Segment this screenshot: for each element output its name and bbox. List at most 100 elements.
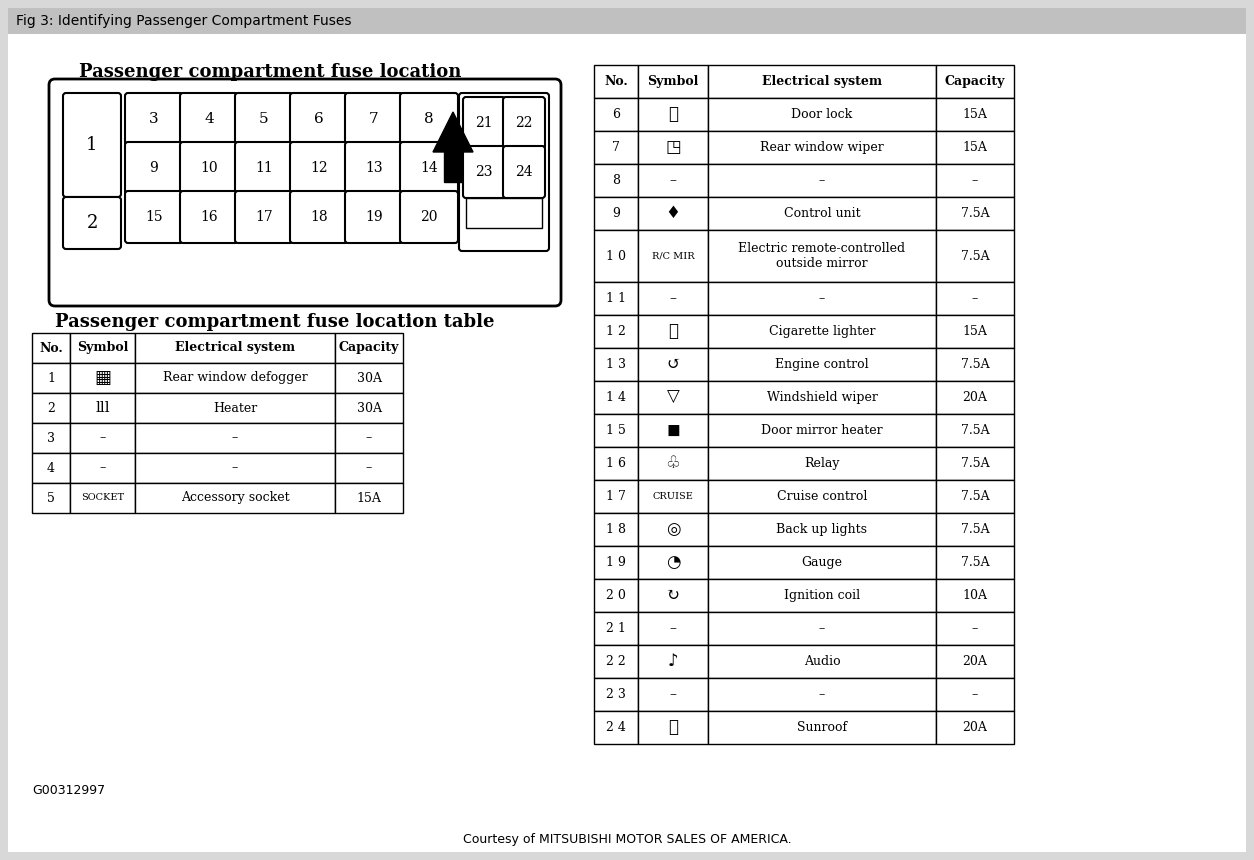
Bar <box>935 348 1014 381</box>
Bar <box>33 333 70 363</box>
Bar <box>935 282 1014 315</box>
Bar <box>594 282 638 315</box>
Bar <box>709 197 935 230</box>
Text: Cigarette lighter: Cigarette lighter <box>769 325 875 338</box>
FancyBboxPatch shape <box>49 79 561 306</box>
Text: Sunroof: Sunroof <box>798 721 846 734</box>
Text: ➘: ➘ <box>668 323 678 340</box>
Bar <box>709 546 935 579</box>
Text: –: – <box>366 432 372 445</box>
Text: Windshield wiper: Windshield wiper <box>766 391 878 404</box>
Text: 1 9: 1 9 <box>606 556 626 569</box>
Bar <box>709 480 935 513</box>
Text: 21: 21 <box>475 116 493 130</box>
Text: Courtesy of MITSUBISHI MOTOR SALES OF AMERICA.: Courtesy of MITSUBISHI MOTOR SALES OF AM… <box>463 833 791 846</box>
Bar <box>33 363 70 393</box>
Bar <box>935 381 1014 414</box>
Bar <box>444 152 461 182</box>
Bar <box>594 678 638 711</box>
Text: 3: 3 <box>149 112 159 126</box>
Bar <box>638 164 709 197</box>
Text: 2 2: 2 2 <box>606 655 626 668</box>
Bar <box>638 282 709 315</box>
Bar <box>709 230 935 282</box>
Text: Gauge: Gauge <box>801 556 843 569</box>
Bar <box>33 453 70 483</box>
Text: 5: 5 <box>260 112 268 126</box>
Text: ◼: ◼ <box>666 422 680 439</box>
Text: 2 1: 2 1 <box>606 622 626 635</box>
Bar <box>33 423 70 453</box>
Text: 1 6: 1 6 <box>606 457 626 470</box>
Text: 1 8: 1 8 <box>606 523 626 536</box>
Bar <box>594 480 638 513</box>
Bar <box>935 447 1014 480</box>
Bar <box>638 381 709 414</box>
Text: 1 1: 1 1 <box>606 292 626 305</box>
Text: ◎: ◎ <box>666 521 680 538</box>
Text: ↺: ↺ <box>666 356 680 373</box>
Text: 7.5A: 7.5A <box>961 523 989 536</box>
Bar <box>709 513 935 546</box>
Bar <box>709 612 935 645</box>
Text: 24: 24 <box>515 165 533 179</box>
Text: 1: 1 <box>87 136 98 154</box>
FancyBboxPatch shape <box>345 191 403 243</box>
Bar <box>594 315 638 348</box>
Text: 2 4: 2 4 <box>606 721 626 734</box>
Bar <box>638 197 709 230</box>
Bar <box>594 546 638 579</box>
Text: 23: 23 <box>475 165 493 179</box>
FancyBboxPatch shape <box>290 191 349 243</box>
Bar <box>638 315 709 348</box>
Bar <box>935 612 1014 645</box>
Text: 20A: 20A <box>963 655 987 668</box>
FancyBboxPatch shape <box>459 93 549 251</box>
Text: Control unit: Control unit <box>784 207 860 220</box>
Text: 2 0: 2 0 <box>606 589 626 602</box>
Text: Door mirror heater: Door mirror heater <box>761 424 883 437</box>
Text: 7.5A: 7.5A <box>961 207 989 220</box>
Bar <box>638 711 709 744</box>
Text: 7: 7 <box>369 112 379 126</box>
Text: 8: 8 <box>612 174 619 187</box>
Text: R/C MIR: R/C MIR <box>652 251 695 261</box>
Text: 30A: 30A <box>356 372 381 384</box>
Text: 15A: 15A <box>963 141 987 154</box>
Bar <box>335 363 403 393</box>
Bar <box>709 348 935 381</box>
Text: 14: 14 <box>420 161 438 175</box>
Text: 7.5A: 7.5A <box>961 556 989 569</box>
Bar <box>594 579 638 612</box>
Text: No.: No. <box>39 341 63 354</box>
Text: Ignition coil: Ignition coil <box>784 589 860 602</box>
Bar <box>466 198 542 228</box>
Bar <box>709 711 935 744</box>
Bar <box>638 98 709 131</box>
Bar <box>70 453 135 483</box>
Bar <box>594 197 638 230</box>
Text: 1 4: 1 4 <box>606 391 626 404</box>
Text: 1 5: 1 5 <box>606 424 626 437</box>
Bar <box>638 645 709 678</box>
Text: ♧: ♧ <box>666 455 681 472</box>
Bar <box>935 678 1014 711</box>
Text: 7.5A: 7.5A <box>961 249 989 262</box>
Text: Audio: Audio <box>804 655 840 668</box>
Text: –: – <box>819 174 825 187</box>
Text: 7.5A: 7.5A <box>961 358 989 371</box>
Text: 7: 7 <box>612 141 619 154</box>
Bar <box>594 348 638 381</box>
Text: Relay: Relay <box>804 457 840 470</box>
Text: Capacity: Capacity <box>339 341 399 354</box>
Text: 1 0: 1 0 <box>606 249 626 262</box>
FancyBboxPatch shape <box>63 197 120 249</box>
Text: –: – <box>232 432 238 445</box>
Text: –: – <box>670 292 676 305</box>
Text: –: – <box>819 688 825 701</box>
Bar <box>935 414 1014 447</box>
Bar <box>935 711 1014 744</box>
Text: 22: 22 <box>515 116 533 130</box>
FancyBboxPatch shape <box>234 191 293 243</box>
Text: No.: No. <box>604 75 628 88</box>
